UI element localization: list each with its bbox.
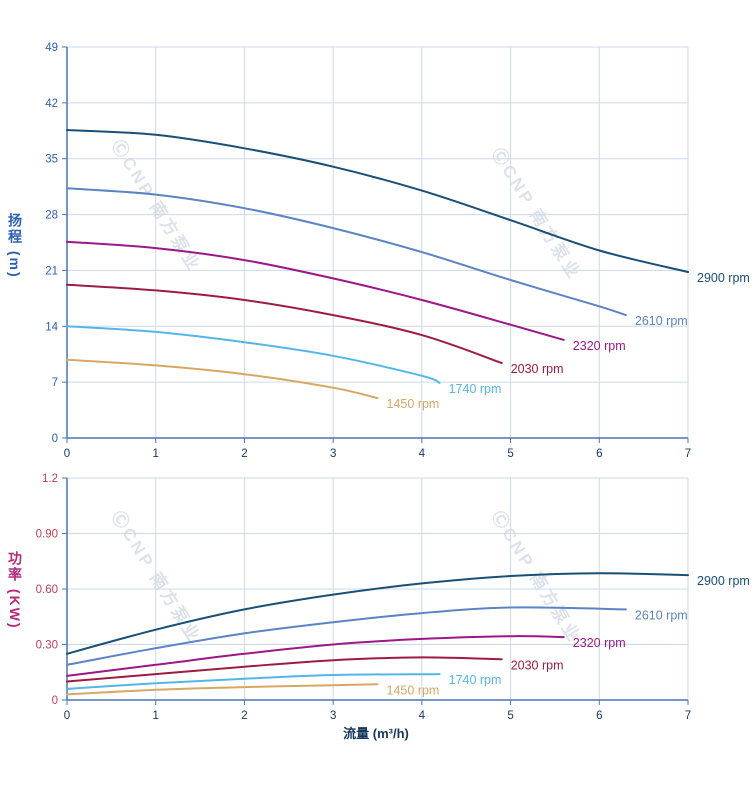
curve-label-1450-rpm: 1450 rpm — [387, 683, 440, 697]
curve-label-2610-rpm: 2610 rpm — [635, 314, 688, 328]
head-chart: 0 7 14 21 28 35 42 49 0 1 2 3 4 5 6 7 2900 rpm 2610 rpm 23… — [45, 42, 750, 460]
y-tick-label: 1.2 — [42, 473, 58, 485]
x-tick-label: 3 — [330, 710, 336, 722]
y-tick-label: 21 — [45, 265, 58, 277]
curve-2900-rpm — [66, 572, 689, 655]
x-tick-label: 2 — [241, 710, 247, 722]
curve-label-2900-rpm: 2900 rpm — [697, 574, 750, 588]
y-tick-label: 0.60 — [36, 584, 58, 596]
x-tick-label: 0 — [64, 710, 70, 722]
x-tick-label: 1 — [153, 710, 159, 722]
x-tick-label: 7 — [685, 448, 691, 460]
curve-1740-rpm — [66, 673, 441, 690]
curve-label-1740-rpm: 1740 rpm — [449, 382, 502, 396]
y-tick-label: 0.90 — [36, 529, 58, 541]
curve-2320-rpm — [66, 240, 565, 341]
x-tick-label: 7 — [685, 710, 691, 722]
power-chart: 0 0.30 0.60 0.90 1.2 0 1 2 3 4 5 6 7 2900 rpm 2610 rpm… — [36, 473, 750, 722]
curve-label-1740-rpm: 1740 rpm — [449, 673, 502, 687]
y-tick-label: 14 — [45, 321, 58, 333]
curve-label-2030-rpm: 2030 rpm — [511, 362, 564, 376]
x-axis-label: 流量 (m³/h) — [343, 726, 409, 741]
y-tick-label: 42 — [45, 98, 58, 110]
curve-label-2320-rpm: 2320 rpm — [573, 636, 626, 650]
curve-label-2030-rpm: 2030 rpm — [511, 658, 564, 672]
y-tick-label: 28 — [45, 210, 58, 222]
curve-label-2610-rpm: 2610 rpm — [635, 608, 688, 622]
curve-2030-rpm — [66, 283, 503, 364]
curve-label-1450-rpm: 1450 rpm — [387, 397, 440, 411]
y-tick-label: 35 — [45, 154, 58, 166]
curve-2030-rpm — [66, 656, 503, 683]
curve-label-2900-rpm: 2900 rpm — [697, 271, 750, 285]
y-tick-label: 0.30 — [36, 640, 58, 652]
power-y-axis-label: 功率 (KW) — [7, 551, 23, 630]
curve-1450-rpm — [66, 358, 379, 400]
curve-2900-rpm — [66, 129, 689, 273]
y-tick-label: 7 — [52, 377, 58, 389]
curve-label-2320-rpm: 2320 rpm — [573, 339, 626, 353]
curve-2610-rpm — [66, 187, 627, 317]
x-tick-label: 5 — [507, 710, 513, 722]
curve-1740-rpm — [66, 325, 441, 384]
x-tick-label: 4 — [419, 710, 426, 722]
y-tick-label: 0 — [52, 695, 58, 707]
x-tick-label: 5 — [507, 448, 513, 460]
head-y-axis-label: 扬程 (m) — [7, 213, 23, 279]
x-tick-label: 6 — [596, 448, 602, 460]
y-tick-label: 0 — [52, 433, 58, 445]
curve-2320-rpm — [66, 635, 565, 677]
x-tick-label: 4 — [419, 448, 426, 460]
y-tick-label: 49 — [45, 42, 58, 54]
x-tick-label: 6 — [596, 710, 602, 722]
x-tick-label: 1 — [153, 448, 159, 460]
x-tick-label: 0 — [64, 448, 70, 460]
curve-2610-rpm — [66, 606, 627, 666]
x-tick-label: 2 — [241, 448, 247, 460]
curve-1450-rpm — [66, 683, 379, 696]
x-tick-label: 3 — [330, 448, 336, 460]
